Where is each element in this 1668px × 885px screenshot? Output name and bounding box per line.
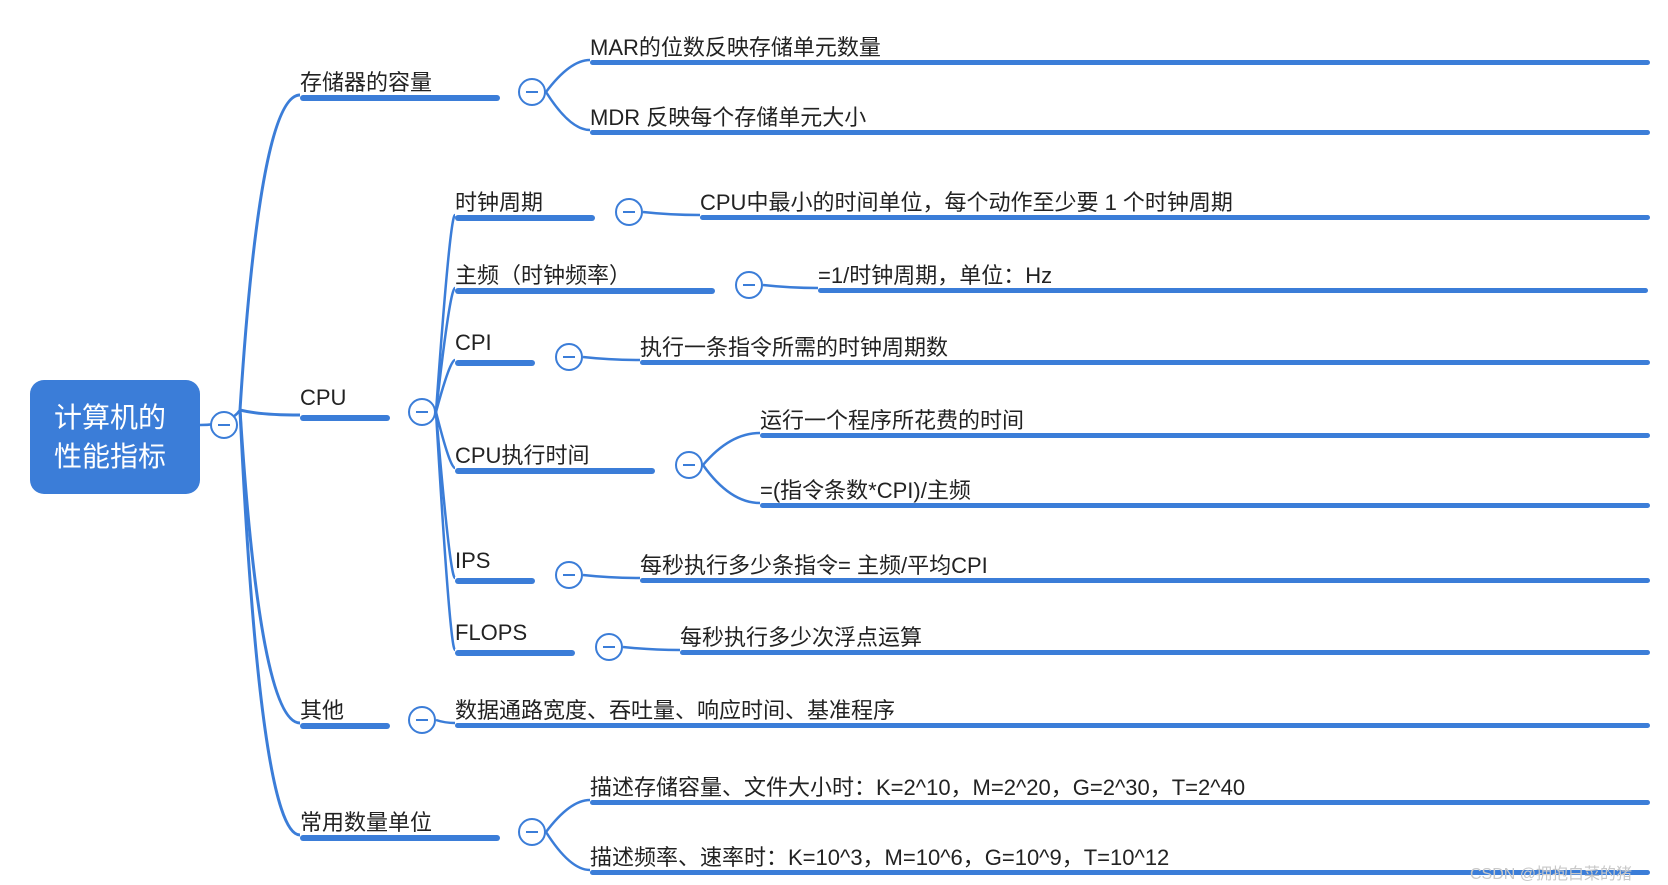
- branch-cpu[interactable]: CPU: [300, 385, 346, 411]
- underline: [300, 415, 390, 421]
- underline: [640, 578, 1650, 583]
- underline: [640, 360, 1650, 365]
- leaf-units-storage: 描述存储容量、文件大小时：K=2^10，M=2^20，G=2^30，T=2^40: [590, 770, 1245, 802]
- underline: [590, 800, 1650, 805]
- underline: [455, 360, 535, 366]
- branch-other[interactable]: 其他: [300, 693, 344, 725]
- underline: [300, 835, 500, 841]
- node-exec-time[interactable]: CPU执行时间: [455, 438, 589, 470]
- underline: [455, 468, 655, 474]
- leaf-ips-desc: 每秒执行多少条指令= 主频/平均CPI: [640, 548, 988, 580]
- underline: [455, 650, 575, 656]
- collapse-icon[interactable]: [210, 411, 238, 439]
- underline: [818, 288, 1648, 293]
- root-node[interactable]: 计算机的性能指标: [30, 380, 200, 494]
- leaf-units-freq: 描述频率、速率时：K=10^3，M=10^6，G=10^9，T=10^12: [590, 840, 1169, 872]
- leaf-cpi-desc: 执行一条指令所需的时钟周期数: [640, 330, 948, 362]
- underline: [455, 288, 715, 294]
- collapse-icon[interactable]: [555, 561, 583, 589]
- branch-units[interactable]: 常用数量单位: [300, 805, 432, 837]
- leaf-mdr: MDR 反映每个存储单元大小: [590, 100, 866, 132]
- node-flops[interactable]: FLOPS: [455, 620, 527, 646]
- underline: [300, 723, 390, 729]
- collapse-icon[interactable]: [595, 633, 623, 661]
- leaf-flops-desc: 每秒执行多少次浮点运算: [680, 620, 922, 652]
- underline: [455, 578, 535, 584]
- collapse-icon[interactable]: [615, 198, 643, 226]
- collapse-icon[interactable]: [675, 451, 703, 479]
- underline: [300, 95, 500, 101]
- leaf-clock-cycle-desc: CPU中最小的时间单位，每个动作至少要 1 个时钟周期: [700, 185, 1233, 217]
- collapse-icon[interactable]: [518, 78, 546, 106]
- collapse-icon[interactable]: [735, 271, 763, 299]
- leaf-other-desc: 数据通路宽度、吞吐量、响应时间、基准程序: [455, 693, 895, 725]
- collapse-icon[interactable]: [408, 398, 436, 426]
- underline: [590, 60, 1650, 65]
- leaf-mar: MAR的位数反映存储单元数量: [590, 30, 881, 62]
- underline: [760, 503, 1650, 508]
- leaf-freq-desc: =1/时钟周期，单位：Hz: [818, 258, 1052, 290]
- underline: [455, 723, 1650, 728]
- node-ips[interactable]: IPS: [455, 548, 490, 574]
- leaf-exec-time-1: 运行一个程序所花费的时间: [760, 403, 1024, 435]
- underline: [700, 215, 1650, 220]
- underline: [455, 215, 595, 221]
- underline: [680, 650, 1650, 655]
- node-clock-cycle[interactable]: 时钟周期: [455, 185, 543, 217]
- underline: [760, 433, 1650, 438]
- collapse-icon[interactable]: [408, 706, 436, 734]
- underline: [590, 130, 1650, 135]
- branch-storage[interactable]: 存储器的容量: [300, 65, 432, 97]
- collapse-icon[interactable]: [555, 343, 583, 371]
- collapse-icon[interactable]: [518, 818, 546, 846]
- root-label: 计算机的性能指标: [54, 402, 166, 472]
- leaf-exec-time-2: =(指令条数*CPI)/主频: [760, 473, 971, 505]
- node-freq[interactable]: 主频（时钟频率）: [455, 258, 631, 290]
- node-cpi[interactable]: CPI: [455, 330, 492, 356]
- watermark-text: CSDN @拥抱白菜的猪: [1470, 860, 1632, 884]
